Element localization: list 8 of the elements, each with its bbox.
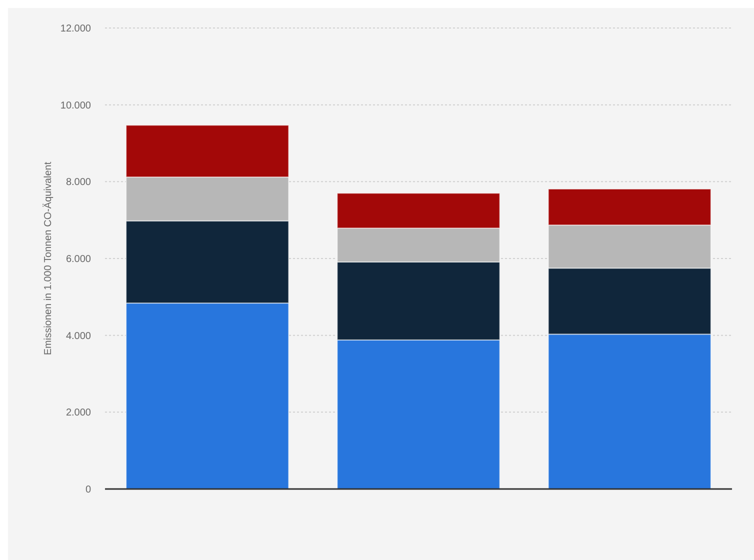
y-tick-label: 12.000 [60,24,92,34]
y-tick-label: 10.000 [60,100,92,112]
y-axis-title: Emissionen in 1.000 Tonnen CO-Äquivalent [42,162,54,356]
y-tick-label: 6.000 [66,254,92,265]
y-tick-label: 0 [85,484,92,496]
y-tick-label: 8.000 [66,177,92,188]
y-tick-label: 2.000 [66,408,92,419]
y-tick-label: 4.000 [66,330,92,342]
